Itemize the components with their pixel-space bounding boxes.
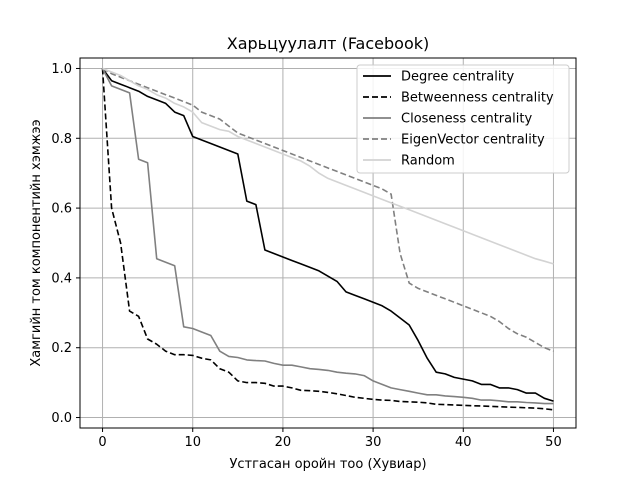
legend-label-degree-centrality: Degree centrality <box>401 70 515 85</box>
legend-label-random: Random <box>401 154 455 169</box>
series-line-random <box>102 67 554 265</box>
series-line-degree-centrality <box>101 68 554 402</box>
series-line-closeness-centrality <box>101 68 554 405</box>
x-tick-label: 50 <box>545 435 562 450</box>
x-tick-label: 20 <box>275 435 292 450</box>
legend-box <box>356 64 570 174</box>
axis-ticks: 0 10 20 30 40 50 0.0 0.2 0.4 0.6 0.8 1.0 <box>51 62 561 450</box>
y-tick-label: 0.4 <box>51 271 72 286</box>
x-tick-label: 40 <box>455 435 472 450</box>
series-line-betweenness-centrality <box>101 68 554 411</box>
x-axis-title: Устгасан оройн тоо (Хувиар) <box>229 457 426 472</box>
chart-title: Харьцуулалт (Facebook) <box>227 34 430 53</box>
y-tick-label: 0.0 <box>51 411 72 426</box>
legend-label-closeness-centrality: Closeness centrality <box>401 112 532 127</box>
y-tick-label: 0.6 <box>51 202 72 217</box>
legend-label-betweenness-centrality: Betweenness centrality <box>401 91 554 106</box>
x-tick-label: 30 <box>365 435 382 450</box>
x-tick-label: 10 <box>184 435 201 450</box>
plot-lines <box>101 67 554 411</box>
x-tick-label: 0 <box>98 435 106 450</box>
y-tick-label: 0.8 <box>51 132 72 147</box>
y-tick-label: 1.0 <box>51 62 72 77</box>
series-line-eigenvector-centrality <box>102 67 554 352</box>
y-tick-label: 0.2 <box>51 341 72 356</box>
plot-area-frame <box>79 57 577 429</box>
y-axis-title: Хамгийн том компонентийн хэмжээ <box>29 119 44 366</box>
legend-label-eigenvector-centrality: EigenVector centrality <box>401 133 545 148</box>
legend: Degree centrality Betweenness centrality C… <box>356 64 570 174</box>
